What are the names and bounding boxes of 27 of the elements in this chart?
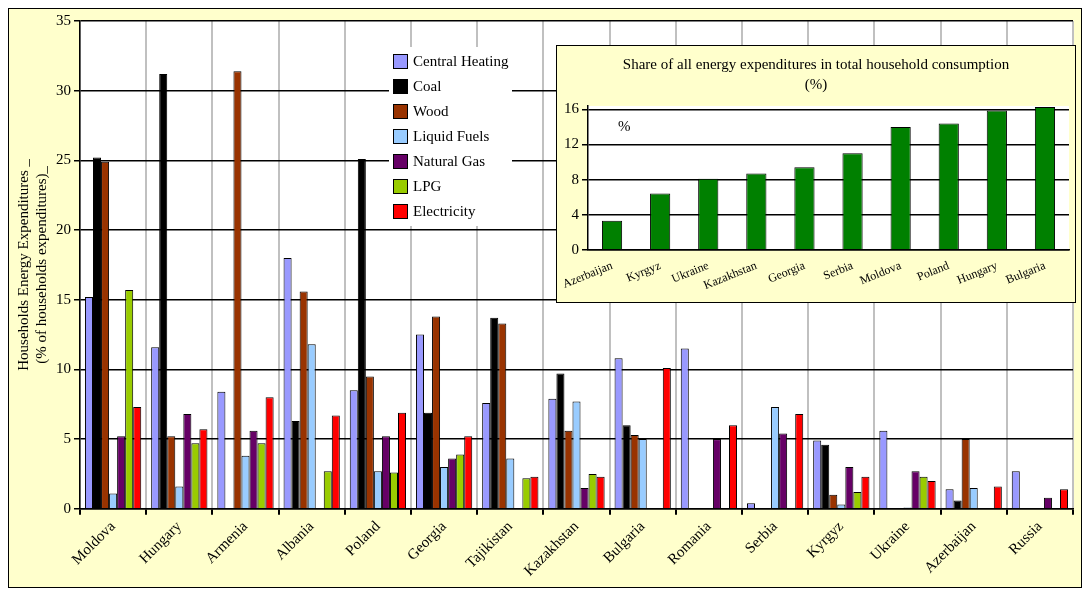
y-tick-label: 0	[571, 240, 579, 257]
y-tick-label: 8	[571, 170, 579, 187]
annotation: %	[618, 118, 631, 135]
x-tick-label: Poland	[914, 258, 952, 284]
legend-label: Natural Gas	[413, 153, 486, 170]
y-tick-label: 16	[564, 100, 580, 117]
legend-label: Liquid Fuels	[413, 128, 490, 145]
x-tick-label: Georgia	[765, 257, 808, 286]
legend-label: Wood	[413, 103, 449, 120]
y-tick-label: 35	[56, 11, 71, 28]
x-tick-label: Kyrgyz	[624, 258, 663, 285]
chart-title: Share of all energy expenditures in total household consumption (%)	[621, 55, 1011, 94]
legend-label: Central Heating	[413, 53, 509, 70]
y-tick-label: 10	[56, 360, 71, 377]
y-tick-label: 25	[56, 151, 71, 168]
y-axis-title: Households Energy Expenditures _ (% of households expenditures)_	[14, 158, 50, 371]
y-tick-label: 4	[571, 205, 580, 222]
x-tick-label: Serbia	[821, 257, 856, 283]
y-tick-label: 15	[56, 290, 71, 307]
legend-label: LPG	[413, 178, 442, 195]
legend-label: Coal	[413, 78, 442, 95]
legend-label: Electricity	[413, 203, 476, 220]
y-tick-label: 12	[564, 135, 579, 152]
y-tick-label: 30	[56, 81, 71, 98]
y-tick-label: 0	[63, 499, 71, 516]
y-tick-label: 20	[56, 220, 71, 237]
y-tick-label: 5	[63, 430, 71, 447]
